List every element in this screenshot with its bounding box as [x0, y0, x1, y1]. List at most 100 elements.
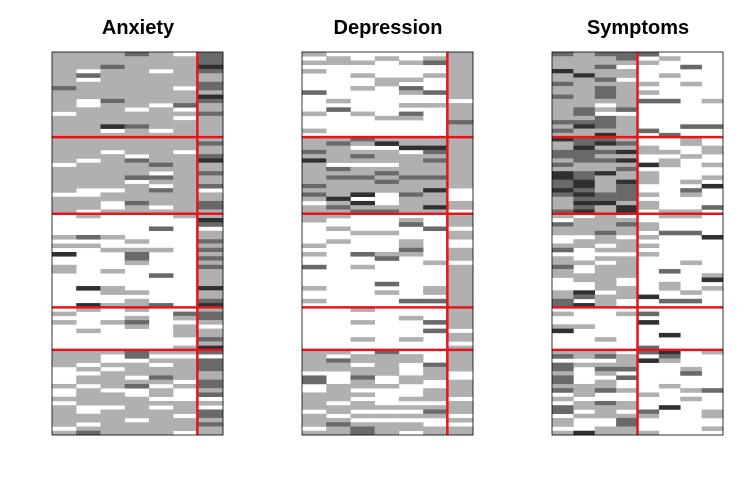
heatmap-cell: [124, 307, 150, 312]
heatmap-cell: [552, 171, 574, 176]
heatmap-cell: [76, 120, 101, 125]
heatmap-cell: [350, 430, 375, 436]
heatmap-cell: [350, 149, 375, 155]
heatmap-cell: [447, 77, 474, 83]
heatmap-cell: [573, 239, 596, 244]
heatmap-cell: [302, 362, 327, 368]
heatmap-cell: [616, 120, 638, 125]
heatmap-cell: [100, 422, 125, 427]
heatmap-cell: [423, 73, 448, 78]
heatmap-cell: [637, 392, 660, 397]
heatmap-cell: [148, 90, 174, 95]
heatmap-cell: [100, 183, 125, 189]
heatmap-cell: [350, 375, 375, 380]
heatmap-cell: [398, 137, 424, 142]
heatmap-cell: [173, 175, 198, 180]
heatmap-cell: [423, 409, 448, 415]
heatmap-cell: [552, 107, 574, 112]
heatmap-cell: [173, 171, 198, 176]
heatmap-cell: [573, 132, 596, 138]
heatmap-cell: [398, 162, 424, 168]
heatmap-cell: [197, 358, 224, 363]
heatmap-cell: [447, 311, 474, 317]
heatmap-cell: [302, 90, 327, 95]
heatmap-cell: [573, 413, 596, 419]
heatmap-cell: [398, 166, 424, 172]
heatmap-cell: [197, 315, 224, 321]
heatmap-cell: [124, 405, 150, 410]
heatmap-cell: [76, 124, 101, 129]
heatmap-cell: [616, 243, 638, 249]
heatmap-cell: [52, 188, 77, 193]
heatmap-cell: [637, 52, 660, 57]
heatmap-cell: [100, 362, 125, 368]
heatmap-cell: [594, 247, 617, 253]
heatmap-cell: [701, 124, 724, 129]
heatmap-cell: [76, 392, 101, 397]
heatmap-cell: [326, 383, 351, 389]
heatmap-cell: [594, 209, 617, 215]
heatmap-cell: [76, 162, 101, 168]
heatmap-cell: [637, 430, 660, 436]
heatmap-cell: [594, 337, 617, 342]
heatmap-cell: [616, 179, 638, 185]
heatmap-cell: [197, 196, 224, 202]
heatmap-cell: [350, 137, 375, 142]
heatmap-cell: [447, 409, 474, 415]
heatmap-cell: [552, 260, 574, 266]
heatmap-cell: [148, 73, 174, 78]
heatmap-cell: [423, 388, 448, 393]
heatmap-cell: [573, 388, 596, 393]
heatmap-cell: [658, 98, 681, 104]
heatmap-cell: [573, 362, 596, 368]
heatmap-cell: [197, 209, 224, 215]
heatmap-cell: [52, 154, 77, 159]
heatmap-cell: [398, 354, 424, 359]
heatmap-cell: [423, 328, 448, 334]
heatmap-cell: [637, 145, 660, 151]
heatmap-cell: [423, 413, 448, 419]
heatmap-cell: [552, 183, 574, 189]
heatmap-cell: [100, 77, 125, 83]
heatmap-cell: [100, 107, 125, 112]
heatmap-cell: [124, 409, 150, 415]
heatmap-cell: [701, 205, 724, 210]
heatmap-cell: [680, 179, 702, 185]
heatmap-cell: [637, 358, 660, 363]
heatmap-cell: [100, 290, 125, 295]
heatmap-cell: [100, 320, 125, 325]
heatmap-cell: [173, 132, 198, 138]
heatmap-cell: [616, 358, 638, 363]
heatmap-cell: [447, 324, 474, 329]
heatmap-cell: [326, 141, 351, 146]
heatmap-cell: [76, 396, 101, 402]
heatmap-cell: [637, 179, 660, 185]
heatmap-cell: [173, 200, 198, 206]
heatmap-cell: [52, 430, 77, 436]
heatmap-cell: [447, 158, 474, 163]
heatmap-cell: [52, 205, 77, 210]
heatmap-cell: [398, 188, 424, 193]
heatmap-cell: [197, 328, 224, 334]
heatmap-cell: [148, 179, 174, 185]
heatmap-cell: [148, 200, 174, 206]
heatmap-cell: [552, 141, 574, 146]
heatmap-cell: [173, 192, 198, 197]
heatmap-cell: [594, 77, 617, 83]
heatmap-cell: [447, 128, 474, 134]
heatmap-cell: [447, 205, 474, 210]
heatmap-cell: [594, 120, 617, 125]
heatmap-cell: [447, 392, 474, 397]
heatmap-cell: [197, 286, 224, 291]
heatmap-cell: [447, 179, 474, 185]
heatmap-cell: [148, 426, 174, 432]
heatmap-cell: [398, 205, 424, 210]
heatmap-cell: [398, 217, 424, 223]
heatmap-cell: [616, 388, 638, 393]
heatmap-cell: [100, 192, 125, 197]
heatmap-cell: [52, 171, 77, 176]
heatmap-cell: [326, 188, 351, 193]
heatmap-cell: [173, 103, 198, 108]
heatmap-cell: [326, 158, 351, 163]
heatmap-cell: [148, 149, 174, 155]
